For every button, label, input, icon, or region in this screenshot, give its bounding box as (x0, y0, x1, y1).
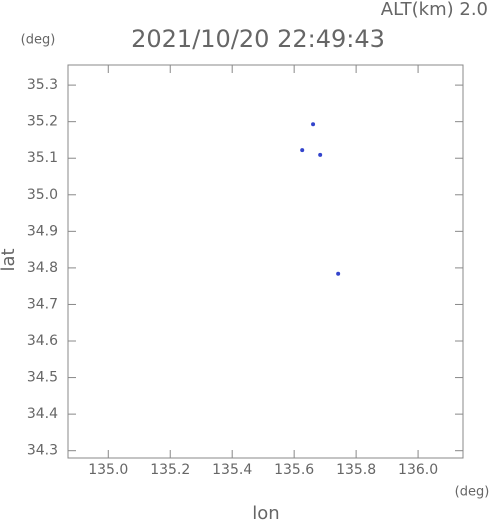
y-tick-label: 34.8 (27, 260, 58, 276)
y-tick-label: 34.4 (27, 406, 58, 422)
y-tick-label: 35.1 (27, 150, 58, 166)
subtitle: ALT(km) 2.0 (381, 0, 488, 20)
x-tick-label: 135.8 (336, 462, 376, 478)
y-tick-label: 34.3 (27, 443, 58, 459)
x-tick-label: 135.4 (212, 462, 252, 478)
x-tick-label: 135.6 (274, 462, 314, 478)
point (336, 271, 341, 276)
point (318, 152, 323, 157)
y-unit: (deg) (21, 33, 56, 48)
plot-frame (67, 64, 464, 459)
y-tick-label: 34.9 (27, 223, 58, 239)
x-tick-label: 135.2 (150, 462, 190, 478)
x-axis-label: lon (252, 503, 279, 521)
y-tick-label: 34.5 (27, 370, 58, 386)
y-tick-label: 34.7 (27, 296, 58, 312)
y-axis-label: lat (0, 248, 19, 271)
point (300, 148, 305, 153)
x-unit: (deg) (455, 485, 490, 500)
x-tick-label: 136.0 (398, 462, 438, 478)
chart-title: 2021/10/20 22:49:43 (131, 25, 385, 53)
y-tick-label: 34.6 (27, 333, 58, 349)
y-tick-label: 35.0 (27, 187, 58, 203)
x-tick-label: 135.0 (88, 462, 128, 478)
y-tick-label: 35.3 (27, 77, 58, 93)
y-tick-label: 35.2 (27, 114, 58, 130)
point (311, 122, 316, 127)
